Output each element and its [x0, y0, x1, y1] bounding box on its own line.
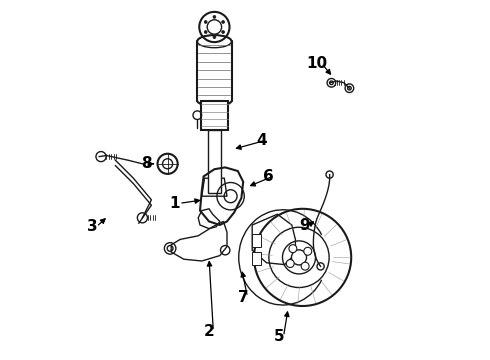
Text: 8: 8 — [141, 156, 151, 171]
Circle shape — [286, 260, 294, 267]
Circle shape — [213, 36, 216, 39]
Text: 10: 10 — [306, 55, 327, 71]
Circle shape — [289, 245, 297, 253]
Bar — [252, 252, 261, 265]
Text: 4: 4 — [256, 133, 267, 148]
Text: 2: 2 — [204, 324, 215, 339]
Circle shape — [304, 247, 312, 255]
Circle shape — [221, 21, 224, 23]
Circle shape — [292, 250, 307, 265]
Text: 5: 5 — [274, 329, 285, 344]
Circle shape — [204, 31, 207, 33]
Bar — [201, 101, 228, 130]
Bar — [252, 234, 261, 247]
Circle shape — [301, 262, 309, 270]
Text: 3: 3 — [87, 219, 98, 234]
Text: 7: 7 — [238, 289, 248, 305]
Circle shape — [204, 21, 207, 23]
Text: 9: 9 — [299, 217, 310, 233]
Circle shape — [221, 31, 224, 33]
Circle shape — [213, 15, 216, 18]
Bar — [208, 130, 221, 193]
Text: 6: 6 — [263, 169, 274, 184]
Text: 1: 1 — [170, 196, 180, 211]
